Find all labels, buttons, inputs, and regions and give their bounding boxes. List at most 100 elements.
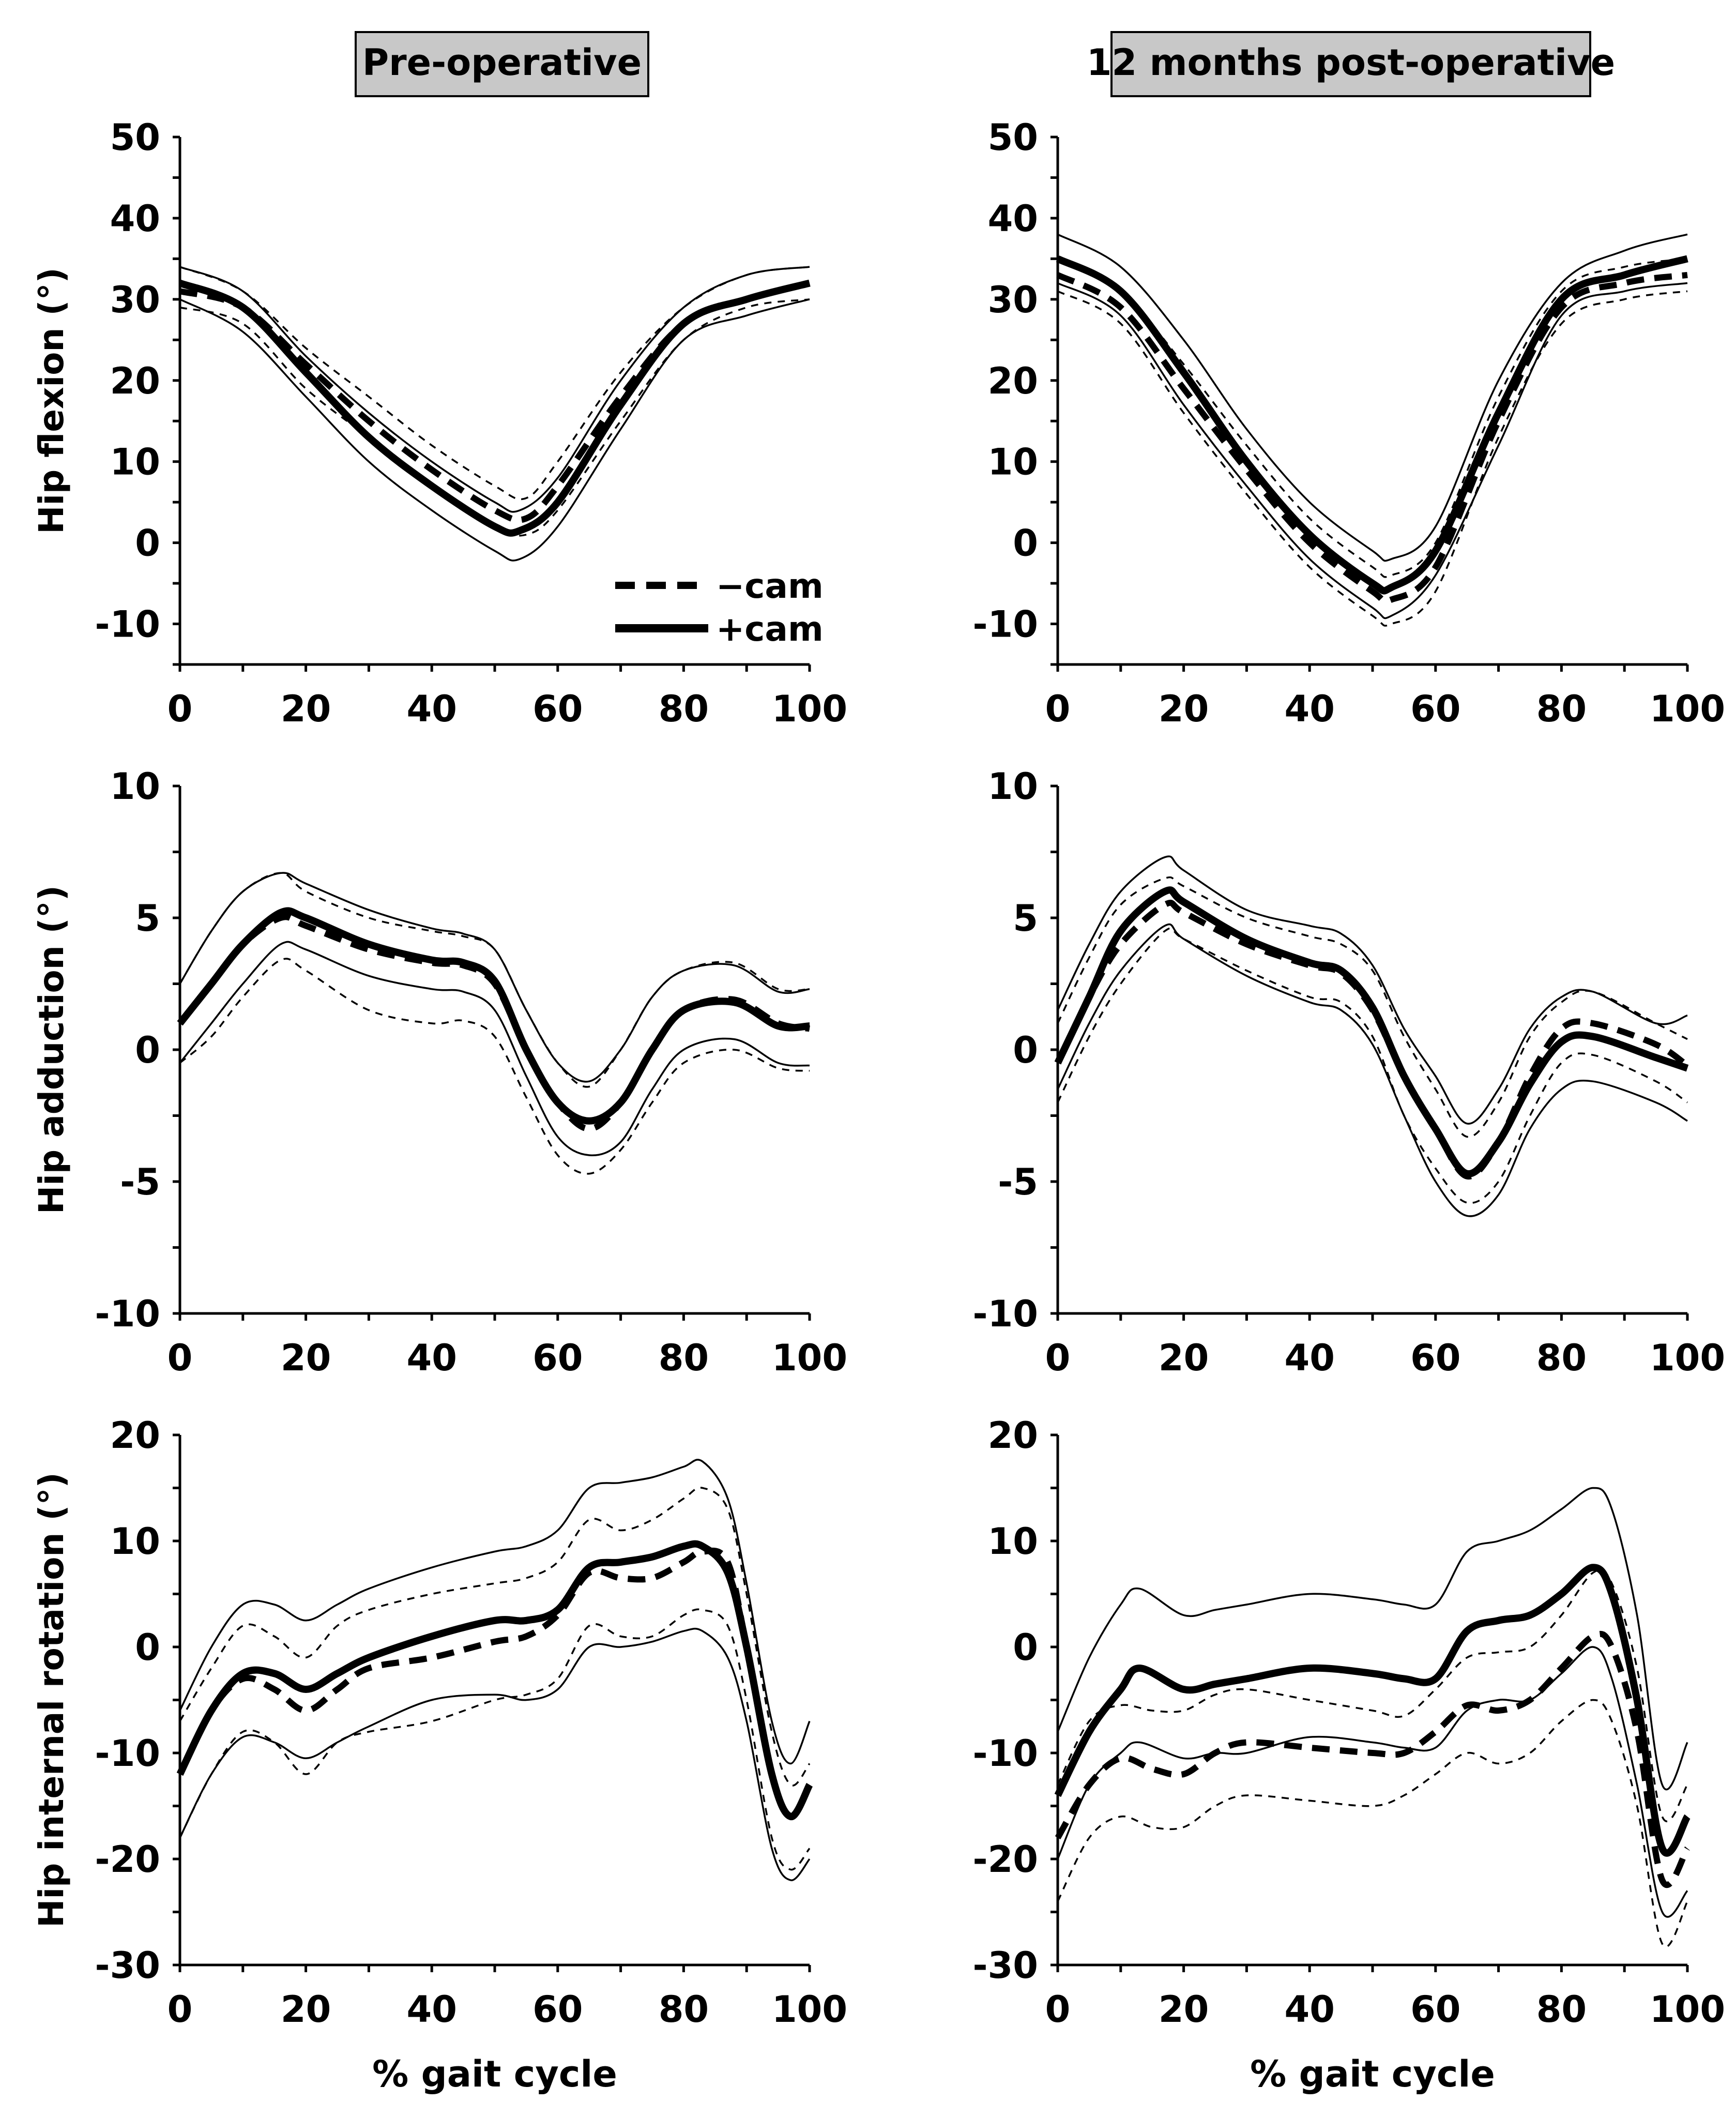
y-tick-label: 0 — [135, 522, 160, 565]
series-line--cam-sd-lower — [179, 958, 810, 1175]
series-line--cam-sd-upper — [179, 1459, 811, 1765]
y-tick-label: -10 — [95, 1732, 160, 1775]
y-tick-label: 0 — [135, 1029, 160, 1071]
series-line--cam-sd-lower — [1057, 1699, 1688, 1948]
series-line--cam-sd-upper — [1057, 855, 1688, 1125]
series-line--cam — [176, 1540, 813, 1820]
x-tick-label: 100 — [772, 1337, 847, 1379]
y-tick-label: 40 — [988, 198, 1038, 240]
x-tick-label: 60 — [532, 1337, 583, 1379]
y-tick-label: -5 — [120, 1161, 160, 1203]
y-tick-label: 30 — [988, 279, 1038, 321]
column-title-0: Pre-operative — [355, 31, 649, 97]
y-tick-label: -20 — [973, 1838, 1038, 1881]
y-tick-label: 30 — [110, 279, 160, 321]
series-line--cam-sd-upper — [1057, 258, 1688, 578]
y-tick-label: 20 — [110, 360, 160, 402]
x-tick-label: 100 — [1650, 688, 1725, 730]
x-tick-label: 100 — [1650, 1988, 1725, 2031]
series-line--cam — [1055, 1630, 1691, 1888]
series-line--cam-sd-lower — [179, 941, 810, 1157]
y-tick-label: 0 — [135, 1626, 160, 1669]
y-tick-label: -30 — [95, 1944, 160, 1987]
series-line--cam-sd-lower — [1057, 282, 1688, 619]
series-line--cam — [1054, 886, 1689, 1177]
x-tick-label: 80 — [1536, 1988, 1587, 2031]
x-tick-label: 20 — [1159, 688, 1209, 730]
series-line--cam-sd-upper — [1057, 1487, 1688, 1791]
y-tick-label: 0 — [1013, 1626, 1038, 1669]
x-tick-label: 80 — [659, 1988, 709, 2031]
y-tick-label: 10 — [988, 1520, 1038, 1563]
y-tick-label: -5 — [998, 1161, 1038, 1203]
y-tick-label: -10 — [973, 1732, 1038, 1775]
legend: −cam +cam — [615, 566, 824, 649]
x-tick-label: 0 — [167, 688, 193, 730]
x-tick-label: 60 — [1410, 1337, 1460, 1379]
x-tick-label: 60 — [532, 1988, 583, 2031]
series-line--cam — [177, 907, 810, 1125]
x-tick-label: 100 — [772, 1988, 847, 2031]
series-line--cam-sd-lower — [1057, 1646, 1688, 1918]
x-tick-label: 40 — [1284, 1337, 1334, 1379]
y-tick-label: -10 — [95, 1293, 160, 1335]
series-line--cam-sd-lower — [179, 1608, 811, 1871]
x-tick-label: 20 — [1159, 1337, 1209, 1379]
x-tick-label: 60 — [1410, 688, 1460, 730]
x-tick-label: 40 — [1284, 688, 1334, 730]
column-title-text: 12 months post-operative — [1087, 41, 1615, 84]
x-tick-label: 0 — [1045, 1988, 1071, 2031]
y-axis-label: Hip adduction (°) — [32, 885, 71, 1214]
y-tick-label: 10 — [110, 441, 160, 483]
x-tick-label: 40 — [1284, 1988, 1334, 2031]
y-tick-label: -10 — [95, 603, 160, 646]
x-tick-label: 0 — [1045, 688, 1071, 730]
y-tick-label: 0 — [1013, 522, 1038, 565]
x-tick-label: 20 — [281, 1337, 331, 1379]
series-line--cam — [1055, 899, 1689, 1180]
series-line--cam-sd-lower — [179, 1627, 811, 1881]
series-line--cam — [177, 1547, 813, 1820]
series-line--cam-sd-upper — [179, 266, 810, 501]
x-tick-label: 0 — [167, 1988, 193, 2031]
x-tick-label: 80 — [1536, 688, 1587, 730]
y-axis-label: Hip flexion (°) — [32, 267, 71, 534]
x-tick-label: 60 — [532, 688, 583, 730]
series-line--cam-sd-lower — [1057, 290, 1688, 627]
x-tick-label: 0 — [167, 1337, 193, 1379]
column-title-box — [1110, 31, 1591, 97]
chart-panel-4: -30 -20 -10 0 10 20 0 20 40 60 80 100 Hip internal r… — [32, 1414, 847, 2095]
series-line--cam-sd-lower — [179, 298, 810, 562]
y-tick-label: -20 — [95, 1838, 160, 1881]
y-tick-label: 50 — [110, 116, 160, 159]
y-tick-label: 10 — [988, 441, 1038, 483]
x-tick-label: 40 — [406, 688, 456, 730]
y-tick-label: 10 — [110, 1520, 160, 1563]
column-title-text: Pre-operative — [362, 41, 642, 84]
x-tick-label: 100 — [772, 688, 847, 730]
x-tick-label: 80 — [1536, 1337, 1587, 1379]
series-line--cam — [1056, 271, 1688, 604]
x-tick-label: 0 — [1045, 1337, 1071, 1379]
y-tick-label: 20 — [988, 360, 1038, 402]
chart-panel-5: -30 -20 -10 0 10 20 0 20 40 60 80 100 % gait cycle — [973, 1414, 1726, 2095]
x-tick-label: 40 — [406, 1337, 456, 1379]
x-tick-label: 100 — [1650, 1337, 1725, 1379]
x-tick-label: 20 — [281, 1988, 331, 2031]
series-line--cam-sd-upper — [179, 872, 810, 1083]
x-tick-label: 40 — [406, 1988, 456, 2031]
series-line--cam-sd-upper — [179, 1487, 811, 1787]
series-line--cam-sd-upper — [1057, 233, 1688, 562]
y-tick-label: 50 — [988, 116, 1038, 159]
legend-label-plus-cam: +cam — [716, 609, 824, 649]
y-tick-label: 10 — [110, 765, 160, 808]
legend-label-minus-cam: −cam — [716, 566, 824, 606]
y-tick-label: -30 — [973, 1944, 1038, 1987]
series-line--cam — [1056, 255, 1688, 595]
